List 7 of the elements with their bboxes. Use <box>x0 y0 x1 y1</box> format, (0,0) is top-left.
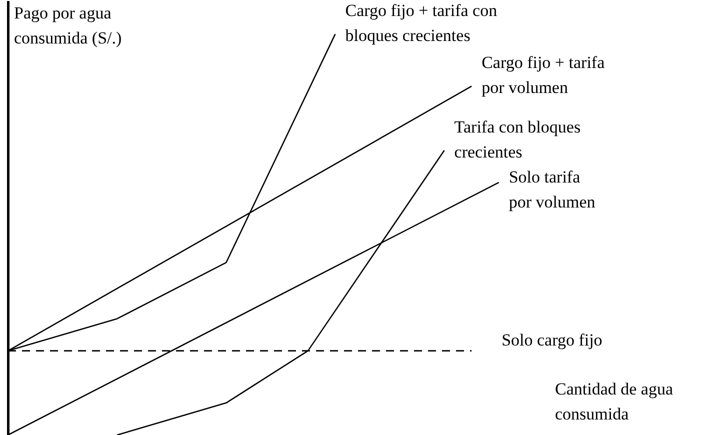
y-axis-title: Pago por agua consumida (S/.) <box>14 3 122 48</box>
x-axis-title: Cantidad de agua consumida <box>555 379 674 424</box>
series-label: Cargo fijo + tarifa por volumen <box>482 53 606 98</box>
series-label: Solo tarifa por volumen <box>508 167 596 212</box>
series-label: Tarifa con bloques crecientes <box>454 117 581 162</box>
series-label: Cargo fijo + tarifa con bloques crecientes <box>345 1 498 46</box>
series-label: Solo cargo fijo <box>502 330 602 350</box>
